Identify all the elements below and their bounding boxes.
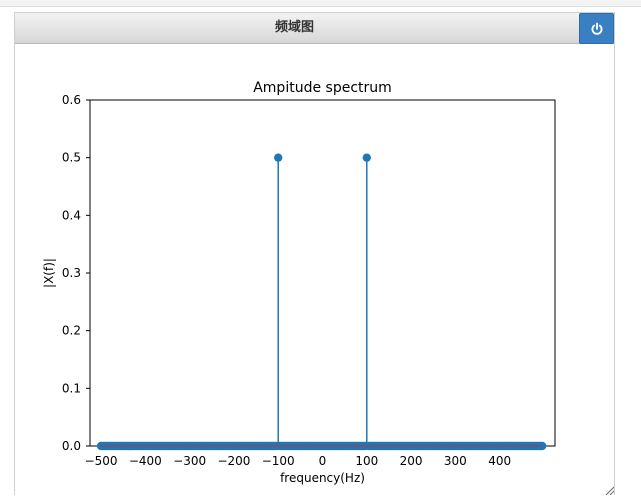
- x-tick-label: 200: [400, 454, 423, 468]
- x-tick-label: 0: [319, 454, 327, 468]
- plot-area: Ampitude spectrum −500 −400 −300 −200 −100 0 10…: [15, 44, 614, 496]
- resize-grip-icon[interactable]: [602, 485, 614, 495]
- x-tick-label: −100: [262, 454, 295, 468]
- amplitude-spectrum-chart: Ampitude spectrum −500 −400 −300 −200 −100 0 10…: [42, 80, 556, 485]
- x-tick-label: −200: [217, 454, 250, 468]
- top-strip: [0, 0, 641, 7]
- y-tick-label: 0.6: [62, 93, 81, 107]
- power-button[interactable]: [579, 13, 614, 44]
- y-tick-label: 0.1: [62, 381, 81, 395]
- axes-frame: [89, 99, 556, 447]
- y-tick-label: 0.4: [62, 208, 81, 222]
- x-tick-label: −500: [85, 454, 118, 468]
- figure-title: 频域图: [274, 20, 314, 35]
- y-tick-label: 0.2: [62, 324, 81, 338]
- x-axis-label: frequency(Hz): [280, 471, 365, 485]
- x-tick-label: 100: [355, 454, 378, 468]
- x-tick-label: −400: [129, 454, 162, 468]
- y-tick-label: 0.0: [62, 439, 81, 453]
- chart-title: Ampitude spectrum: [253, 80, 392, 96]
- x-tick-label: −300: [173, 454, 206, 468]
- stem-marker-peak: [274, 153, 283, 162]
- y-tick-label: 0.5: [62, 151, 81, 165]
- figure-window: 频域图 Ampitude spectrum −500 −400 −300 −200 −10…: [14, 12, 615, 495]
- figure-titlebar[interactable]: 频域图: [15, 13, 614, 44]
- y-tick-label: 0.3: [62, 266, 81, 280]
- stem-marker-peak: [362, 153, 371, 162]
- power-icon: [591, 22, 602, 35]
- x-tick-label: 400: [488, 454, 511, 468]
- x-tick-label: 300: [444, 454, 467, 468]
- y-axis-label: |X(f)|: [42, 258, 56, 288]
